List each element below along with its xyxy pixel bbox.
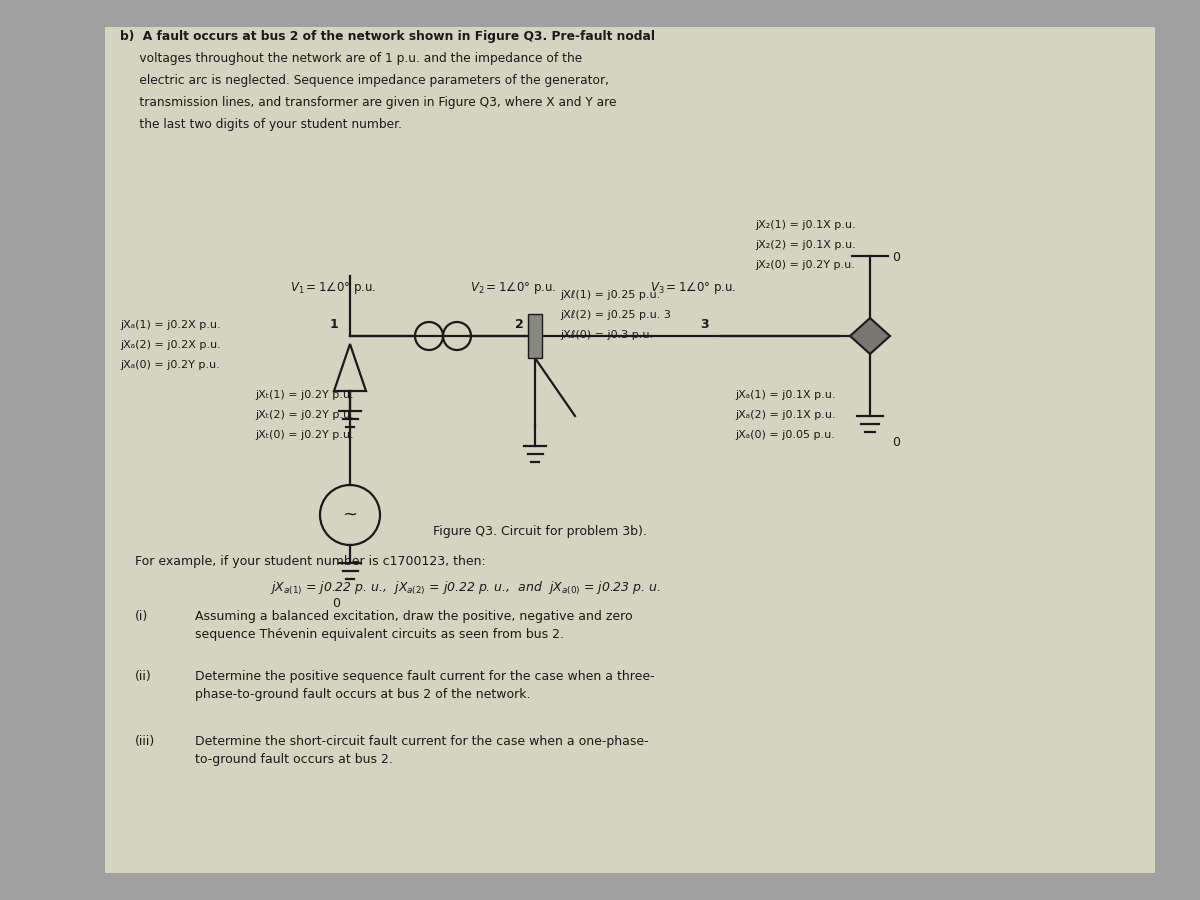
Text: jXₐ(0) = j0.2Y p.u.: jXₐ(0) = j0.2Y p.u. xyxy=(120,360,220,370)
Text: jXℓ(2) = j0.25 p.u. 3: jXℓ(2) = j0.25 p.u. 3 xyxy=(560,310,671,320)
Text: 3: 3 xyxy=(700,318,709,331)
Text: transmission lines, and transformer are given in Figure Q3, where X and Y are: transmission lines, and transformer are … xyxy=(120,96,617,109)
Text: jXℓ(1) = j0.25 p.u.: jXℓ(1) = j0.25 p.u. xyxy=(560,290,660,300)
Text: jXₐ(2) = j0.1X p.u.: jXₐ(2) = j0.1X p.u. xyxy=(734,410,835,420)
Text: jX₂(1) = j0.1X p.u.: jX₂(1) = j0.1X p.u. xyxy=(755,220,856,230)
Text: $V_2 = 1\angle0°$ p.u.: $V_2 = 1\angle0°$ p.u. xyxy=(470,280,557,296)
Text: jXₐ(2) = j0.2X p.u.: jXₐ(2) = j0.2X p.u. xyxy=(120,340,221,350)
Text: ~: ~ xyxy=(342,506,358,524)
Text: (iii): (iii) xyxy=(134,735,155,748)
Text: Assuming a balanced excitation, draw the positive, negative and zero
sequence Th: Assuming a balanced excitation, draw the… xyxy=(194,610,632,641)
Text: Determine the positive sequence fault current for the case when a three-
phase-t: Determine the positive sequence fault cu… xyxy=(194,670,655,701)
Text: $V_1 = 1\angle0°$ p.u.: $V_1 = 1\angle0°$ p.u. xyxy=(290,280,377,296)
Text: jXₜ(1) = j0.2Y p.u.: jXₜ(1) = j0.2Y p.u. xyxy=(256,390,354,400)
Text: jXₜ(0) = j0.2Y p.u.: jXₜ(0) = j0.2Y p.u. xyxy=(256,430,354,440)
Text: jXℓ(0) = j0.3 p.u.: jXℓ(0) = j0.3 p.u. xyxy=(560,330,653,340)
Text: For example, if your student number is c1700123, then:: For example, if your student number is c… xyxy=(134,555,486,568)
Text: Determine the short-circuit fault current for the case when a one-phase-
to-grou: Determine the short-circuit fault curren… xyxy=(194,735,649,766)
Text: 1: 1 xyxy=(330,318,338,331)
Text: $V_3 = 1\angle0°$ p.u.: $V_3 = 1\angle0°$ p.u. xyxy=(650,280,737,296)
Text: electric arc is neglected. Sequence impedance parameters of the generator,: electric arc is neglected. Sequence impe… xyxy=(120,74,610,87)
Text: voltages throughout the network are of 1 p.u. and the impedance of the: voltages throughout the network are of 1… xyxy=(120,52,582,65)
Text: jXₐ(0) = j0.05 p.u.: jXₐ(0) = j0.05 p.u. xyxy=(734,430,835,440)
Polygon shape xyxy=(850,318,890,354)
Text: jX₂(0) = j0.2Y p.u.: jX₂(0) = j0.2Y p.u. xyxy=(755,260,854,270)
Text: (i): (i) xyxy=(134,610,149,623)
Text: jXₐ(1) = j0.2X p.u.: jXₐ(1) = j0.2X p.u. xyxy=(120,320,221,330)
Text: the last two digits of your student number.: the last two digits of your student numb… xyxy=(120,118,402,131)
Text: $jX_{a(1)}$ = j0.22 p. u.,  $jX_{a(2)}$ = j0.22 p. u.,  and  $jX_{a(0)}$ = j0.23: $jX_{a(1)}$ = j0.22 p. u., $jX_{a(2)}$ =… xyxy=(270,580,661,598)
Bar xyxy=(106,27,1154,873)
Text: jX₂(2) = j0.1X p.u.: jX₂(2) = j0.1X p.u. xyxy=(755,240,856,250)
Text: 0: 0 xyxy=(892,436,900,449)
Text: jXₐ(1) = j0.1X p.u.: jXₐ(1) = j0.1X p.u. xyxy=(734,390,835,400)
Text: 2: 2 xyxy=(515,318,523,331)
Bar xyxy=(528,314,542,358)
Text: jXₜ(2) = j0.2Y p.u.: jXₜ(2) = j0.2Y p.u. xyxy=(256,410,354,420)
Text: (ii): (ii) xyxy=(134,670,151,683)
Text: 0: 0 xyxy=(892,251,900,264)
Text: b)  A fault occurs at bus 2 of the network shown in Figure Q3. Pre-fault nodal: b) A fault occurs at bus 2 of the networ… xyxy=(120,30,655,43)
Text: 0: 0 xyxy=(332,597,340,610)
Text: Figure Q3. Circuit for problem 3b).: Figure Q3. Circuit for problem 3b). xyxy=(433,525,647,538)
